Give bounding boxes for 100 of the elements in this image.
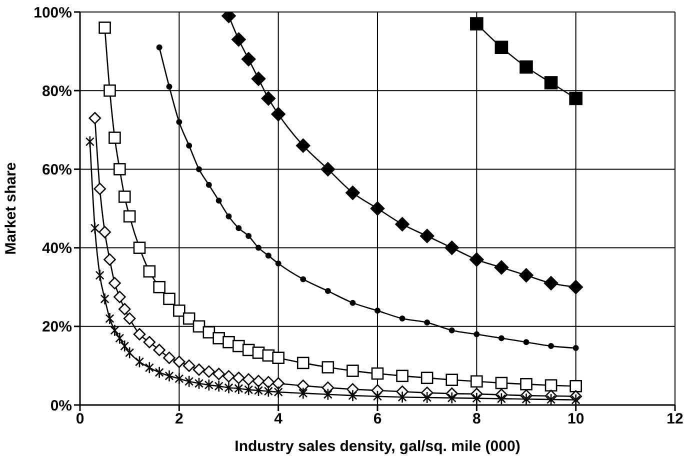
point	[398, 390, 407, 404]
y-tick-label: 60%	[42, 162, 72, 179]
point	[520, 60, 533, 74]
point	[108, 277, 121, 290]
point	[182, 360, 196, 372]
point	[296, 138, 310, 153]
point	[495, 376, 508, 390]
x-tick-label: 0	[76, 410, 84, 428]
point	[123, 210, 136, 223]
point	[472, 392, 482, 404]
point	[544, 76, 558, 90]
y-tick-label: 20%	[42, 318, 72, 336]
point	[272, 352, 284, 364]
point	[186, 142, 192, 149]
point	[271, 107, 286, 122]
point	[212, 368, 225, 380]
point	[118, 190, 131, 203]
point	[422, 391, 432, 404]
point	[494, 260, 509, 275]
point	[163, 352, 176, 364]
point	[374, 308, 380, 314]
point	[173, 356, 186, 368]
point	[444, 240, 460, 255]
point	[324, 288, 331, 294]
point	[94, 182, 106, 195]
point	[232, 32, 246, 47]
point	[262, 376, 275, 388]
point	[206, 182, 212, 188]
point	[133, 328, 146, 340]
point	[296, 356, 310, 370]
point	[371, 367, 384, 380]
point	[296, 380, 310, 392]
point	[144, 362, 154, 374]
point	[520, 378, 532, 390]
point	[125, 346, 134, 359]
point	[95, 269, 104, 282]
point	[446, 374, 458, 386]
point	[202, 365, 216, 378]
point	[232, 372, 245, 384]
point	[251, 72, 266, 86]
y-tick-label: 40%	[42, 240, 72, 258]
point	[519, 268, 534, 282]
point	[322, 361, 334, 374]
point	[163, 292, 176, 306]
point	[522, 392, 531, 405]
point	[104, 84, 116, 97]
point	[323, 388, 332, 401]
x-tick-label: 4	[274, 410, 284, 428]
point	[300, 276, 306, 282]
point	[346, 364, 359, 377]
point	[350, 300, 356, 306]
point	[156, 44, 162, 50]
point	[173, 304, 186, 317]
point	[224, 382, 234, 394]
point	[242, 373, 255, 386]
point	[322, 382, 334, 394]
point	[272, 377, 284, 390]
point	[204, 378, 214, 392]
point	[85, 136, 94, 148]
point	[265, 252, 272, 259]
point	[244, 384, 254, 396]
point	[196, 166, 202, 172]
point	[370, 201, 385, 216]
point	[494, 40, 508, 54]
point	[90, 222, 100, 234]
point	[298, 387, 308, 400]
point	[264, 385, 273, 398]
point	[544, 276, 558, 290]
point	[569, 92, 582, 106]
y-tick-label: 100%	[34, 4, 72, 22]
point	[164, 370, 174, 382]
point	[470, 252, 484, 267]
point	[114, 290, 126, 304]
point	[546, 393, 556, 405]
point	[143, 265, 156, 278]
point	[236, 225, 242, 232]
point	[396, 370, 408, 382]
point	[548, 343, 554, 350]
point	[496, 392, 506, 405]
x-tick-label: 10	[567, 410, 584, 428]
point	[216, 198, 222, 204]
point	[192, 363, 206, 376]
x-tick-label: 12	[666, 410, 684, 428]
point	[153, 280, 166, 294]
point	[153, 344, 166, 356]
point	[448, 327, 455, 334]
point	[256, 244, 262, 251]
point	[234, 382, 244, 395]
point	[166, 84, 172, 90]
point	[176, 119, 182, 126]
point	[570, 380, 582, 392]
x-tick-label: 6	[373, 410, 382, 428]
point	[498, 335, 504, 342]
point	[568, 280, 583, 294]
point	[241, 52, 256, 66]
point	[346, 186, 360, 200]
point	[104, 253, 116, 266]
point	[470, 17, 484, 30]
point	[108, 132, 121, 144]
point	[261, 91, 276, 106]
